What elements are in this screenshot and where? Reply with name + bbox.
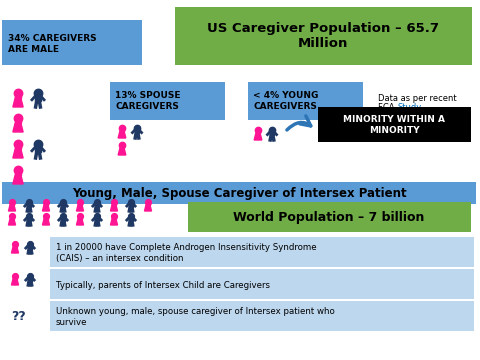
Polygon shape: [12, 247, 19, 253]
Polygon shape: [118, 148, 126, 155]
Polygon shape: [129, 203, 133, 207]
Polygon shape: [44, 217, 48, 219]
Polygon shape: [10, 217, 14, 219]
Polygon shape: [15, 95, 21, 98]
Polygon shape: [61, 217, 65, 221]
Polygon shape: [27, 203, 31, 207]
Polygon shape: [118, 131, 126, 138]
Polygon shape: [112, 217, 116, 219]
Text: MINORITY WITHIN A
MINORITY: MINORITY WITHIN A MINORITY: [343, 115, 445, 135]
Text: ??: ??: [11, 310, 25, 324]
Polygon shape: [110, 219, 118, 225]
Polygon shape: [256, 131, 260, 134]
Polygon shape: [42, 219, 49, 225]
Polygon shape: [10, 203, 14, 205]
Polygon shape: [15, 147, 21, 149]
FancyBboxPatch shape: [50, 301, 474, 331]
FancyBboxPatch shape: [50, 269, 474, 299]
Text: Typically, parents of Intersex Child are Caregivers: Typically, parents of Intersex Child are…: [56, 280, 270, 289]
Polygon shape: [112, 203, 116, 205]
FancyBboxPatch shape: [50, 237, 474, 267]
Text: 1 in 20000 have Complete Androgen Insensitivity Syndrome
(CAIS) – an intersex co: 1 in 20000 have Complete Androgen Insens…: [56, 243, 317, 263]
Polygon shape: [61, 203, 65, 207]
Polygon shape: [76, 205, 84, 211]
Text: Data as per recent: Data as per recent: [378, 94, 456, 103]
Polygon shape: [134, 129, 139, 134]
Polygon shape: [13, 123, 23, 132]
Polygon shape: [76, 219, 84, 225]
Text: World Population – 7 billion: World Population – 7 billion: [233, 211, 425, 224]
Polygon shape: [15, 172, 21, 175]
FancyBboxPatch shape: [2, 182, 476, 204]
FancyBboxPatch shape: [318, 107, 471, 142]
Text: FCA: FCA: [378, 103, 397, 112]
Polygon shape: [44, 203, 48, 205]
Polygon shape: [78, 217, 82, 219]
Polygon shape: [15, 121, 21, 123]
Polygon shape: [120, 147, 124, 148]
Polygon shape: [78, 203, 82, 205]
FancyBboxPatch shape: [248, 82, 363, 120]
Polygon shape: [110, 205, 118, 211]
FancyBboxPatch shape: [188, 202, 471, 232]
Text: 34% CAREGIVERS
ARE MALE: 34% CAREGIVERS ARE MALE: [8, 34, 96, 54]
Polygon shape: [13, 175, 23, 184]
Polygon shape: [13, 98, 23, 107]
Polygon shape: [95, 217, 99, 221]
Polygon shape: [95, 203, 99, 207]
Polygon shape: [28, 277, 32, 281]
Text: Study: Study: [397, 103, 421, 112]
Polygon shape: [35, 147, 41, 152]
Polygon shape: [28, 245, 32, 249]
Polygon shape: [146, 203, 150, 205]
Polygon shape: [27, 217, 31, 221]
Polygon shape: [12, 279, 19, 285]
FancyArrowPatch shape: [287, 116, 311, 130]
Polygon shape: [42, 205, 49, 211]
Text: < 4% YOUNG
CAREGIVERS: < 4% YOUNG CAREGIVERS: [253, 91, 318, 111]
Polygon shape: [120, 129, 124, 131]
Polygon shape: [13, 245, 17, 247]
Polygon shape: [13, 149, 23, 158]
Polygon shape: [13, 277, 17, 279]
Polygon shape: [129, 217, 133, 221]
FancyBboxPatch shape: [175, 7, 472, 65]
Polygon shape: [9, 205, 15, 211]
Text: 13% SPOUSE
CAREGIVERS: 13% SPOUSE CAREGIVERS: [115, 91, 180, 111]
Polygon shape: [254, 134, 262, 140]
Text: US Caregiver Population – 65.7
Million: US Caregiver Population – 65.7 Million: [207, 22, 439, 50]
Text: Young, Male, Spouse Caregiver of Intersex Patient: Young, Male, Spouse Caregiver of Interse…: [72, 186, 406, 199]
Polygon shape: [270, 131, 275, 135]
Polygon shape: [9, 219, 15, 225]
Polygon shape: [144, 205, 152, 211]
Text: Unknown young, male, spouse caregiver of Intersex patient who
survive: Unknown young, male, spouse caregiver of…: [56, 307, 335, 327]
FancyBboxPatch shape: [110, 82, 225, 120]
Polygon shape: [35, 95, 41, 101]
FancyBboxPatch shape: [2, 20, 142, 65]
